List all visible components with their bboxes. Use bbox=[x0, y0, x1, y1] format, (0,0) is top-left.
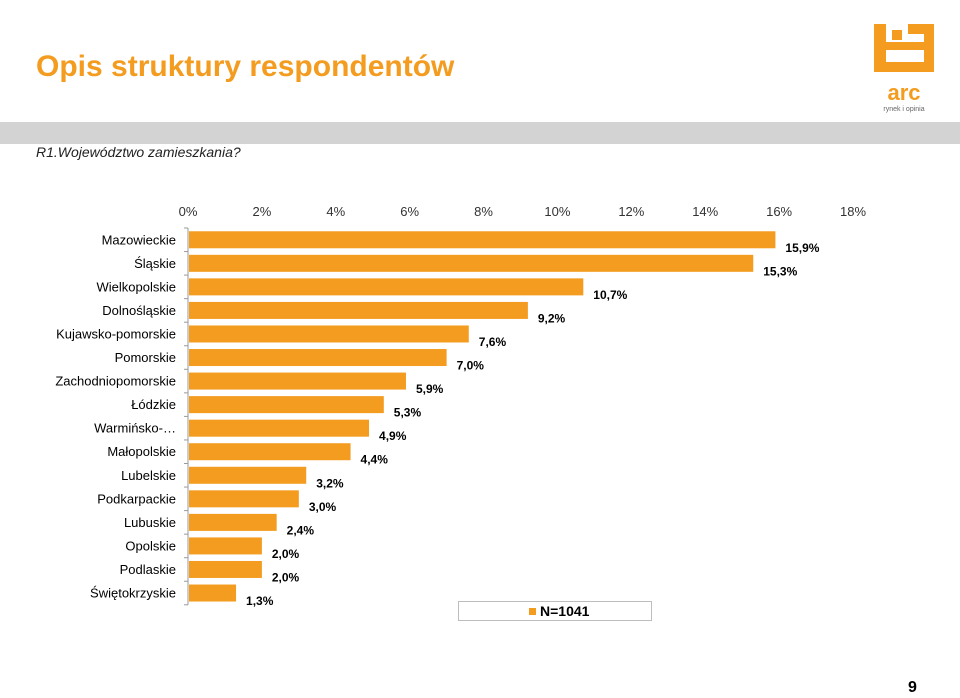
x-tick-label: 8% bbox=[474, 204, 493, 219]
value-label: 2,4% bbox=[287, 523, 315, 537]
value-label: 7,6% bbox=[479, 335, 507, 349]
x-tick-label: 0% bbox=[179, 204, 198, 219]
value-label: 15,9% bbox=[785, 241, 819, 255]
category-label: Dolnośląskie bbox=[102, 303, 176, 318]
x-tick-label: 12% bbox=[618, 204, 644, 219]
category-label: Warmińsko-… bbox=[94, 421, 176, 436]
category-label: Podkarpackie bbox=[97, 491, 176, 506]
sample-size-note: N=1041 bbox=[458, 601, 652, 621]
x-tick-label: 18% bbox=[840, 204, 866, 219]
category-label: Śląskie bbox=[134, 256, 176, 271]
x-tick-label: 2% bbox=[252, 204, 271, 219]
value-label: 9,2% bbox=[538, 311, 566, 325]
x-tick-label: 10% bbox=[544, 204, 570, 219]
category-label: Małopolskie bbox=[107, 444, 176, 459]
category-label: Opolskie bbox=[125, 538, 176, 553]
bar bbox=[189, 325, 469, 343]
value-label: 1,3% bbox=[246, 594, 274, 608]
bar bbox=[189, 490, 299, 508]
bar bbox=[189, 231, 776, 249]
question-text: R1.Województwo zamieszkania? bbox=[36, 144, 241, 160]
bar bbox=[189, 396, 384, 414]
x-tick-label: 6% bbox=[400, 204, 419, 219]
value-label: 2,0% bbox=[272, 547, 300, 561]
bar bbox=[189, 349, 447, 367]
bar bbox=[189, 560, 262, 578]
category-label: Pomorskie bbox=[115, 350, 176, 365]
header-band bbox=[0, 122, 960, 144]
category-label: Łódzkie bbox=[131, 397, 176, 412]
x-tick-label: 14% bbox=[692, 204, 718, 219]
category-label: Lubuskie bbox=[124, 515, 176, 530]
value-label: 15,3% bbox=[763, 264, 797, 278]
bar bbox=[189, 584, 237, 602]
page-title: Opis struktury respondentów bbox=[36, 50, 455, 83]
bar bbox=[189, 419, 370, 437]
value-label: 3,0% bbox=[309, 500, 337, 514]
x-tick-label: 16% bbox=[766, 204, 792, 219]
bar bbox=[189, 466, 307, 484]
bar bbox=[189, 513, 277, 531]
value-label: 7,0% bbox=[457, 359, 485, 373]
bar bbox=[189, 301, 528, 319]
svg-text:arc: arc bbox=[887, 80, 920, 105]
value-label: 4,9% bbox=[379, 429, 407, 443]
bar bbox=[189, 278, 584, 296]
bar bbox=[189, 372, 406, 390]
category-label: Podlaskie bbox=[120, 562, 176, 577]
svg-text:rynek i opinia: rynek i opinia bbox=[883, 106, 924, 113]
bar bbox=[189, 443, 351, 461]
bar bbox=[189, 254, 754, 272]
category-label: Lubelskie bbox=[121, 468, 176, 483]
value-label: 4,4% bbox=[361, 453, 389, 467]
category-label: Świętokrzyskie bbox=[90, 586, 176, 601]
category-label: Mazowieckie bbox=[102, 232, 176, 247]
category-label: Zachodniopomorskie bbox=[55, 374, 176, 389]
value-label: 5,3% bbox=[394, 406, 422, 420]
x-tick-label: 4% bbox=[326, 204, 345, 219]
value-label: 3,2% bbox=[316, 476, 344, 490]
legend-swatch bbox=[529, 608, 536, 615]
sample-size-label: N=1041 bbox=[540, 603, 590, 619]
category-label: Wielkopolskie bbox=[97, 279, 176, 294]
bar bbox=[189, 537, 262, 555]
value-label: 2,0% bbox=[272, 570, 300, 584]
value-label: 5,9% bbox=[416, 382, 444, 396]
category-label: Kujawsko-pomorskie bbox=[56, 326, 176, 341]
value-label: 10,7% bbox=[593, 288, 627, 302]
page-number: 9 bbox=[908, 679, 917, 696]
arc-logo: arc rynek i opinia bbox=[874, 24, 934, 113]
